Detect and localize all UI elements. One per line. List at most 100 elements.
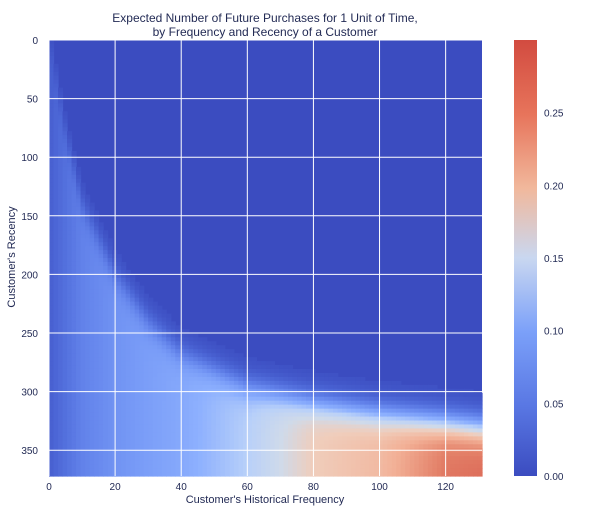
heatmap-cell <box>382 420 388 426</box>
heatmap-cell <box>292 436 298 441</box>
heatmap-cell <box>423 428 429 433</box>
heatmap-cell <box>251 357 258 362</box>
heatmap-cell <box>121 376 127 382</box>
heatmap-cell <box>224 472 231 477</box>
heatmap-cell <box>143 392 149 398</box>
heatmap-cell <box>130 321 136 326</box>
x-tick-label: 100 <box>371 482 388 493</box>
heatmap-cell <box>283 468 289 473</box>
heatmap-cell <box>436 420 443 426</box>
heatmap-cell <box>130 353 136 358</box>
heatmap-cell <box>441 468 447 473</box>
heatmap-cell <box>211 404 217 410</box>
heatmap-cell <box>333 452 339 457</box>
heatmap-cell <box>62 190 68 196</box>
heatmap-cell <box>238 361 244 366</box>
heatmap-cell <box>80 242 86 247</box>
heatmap-cell <box>283 444 289 449</box>
heatmap-cell <box>328 428 334 433</box>
heatmap-cell <box>274 388 280 394</box>
heatmap-cell <box>67 341 73 346</box>
heatmap-cell <box>256 428 262 433</box>
heatmap-cell <box>256 440 262 445</box>
heatmap-cell <box>49 404 55 410</box>
heatmap-cell <box>387 380 393 386</box>
heatmap-cell <box>193 345 199 350</box>
heatmap-cell <box>62 321 68 326</box>
heatmap-cell <box>242 400 249 406</box>
heatmap-cell <box>184 432 190 437</box>
heatmap-cell <box>76 242 82 247</box>
heatmap-cell <box>315 380 321 386</box>
heatmap-cell <box>215 353 221 358</box>
heatmap-cell <box>157 329 163 334</box>
heatmap-cell <box>166 456 172 461</box>
heatmap-cell <box>364 416 370 422</box>
heatmap-cell <box>387 468 393 473</box>
heatmap-cell <box>121 404 127 410</box>
heatmap-cell <box>283 380 289 386</box>
heatmap-cell <box>67 361 73 366</box>
heatmap-cell <box>49 230 55 235</box>
heatmap-cell <box>166 372 172 378</box>
heatmap-cell <box>130 325 136 330</box>
heatmap-cell <box>288 456 294 461</box>
heatmap-cell <box>436 412 443 418</box>
heatmap-cell <box>206 464 212 469</box>
heatmap-cell <box>427 384 433 390</box>
heatmap-cell <box>103 230 109 235</box>
heatmap-cell <box>382 456 388 461</box>
heatmap-cell <box>49 293 55 299</box>
heatmap-cell <box>414 440 420 445</box>
heatmap-cell <box>351 396 357 402</box>
heatmap-cell <box>179 353 185 358</box>
heatmap-cell <box>53 254 59 259</box>
heatmap-cell <box>125 329 131 334</box>
heatmap-cell <box>58 361 64 366</box>
heatmap-cell <box>139 412 145 418</box>
heatmap-cell <box>215 440 221 445</box>
heatmap-cell <box>121 396 127 402</box>
heatmap-cell <box>85 368 91 374</box>
heatmap-cell <box>328 384 334 390</box>
heatmap-cell <box>342 468 348 473</box>
heatmap-cell <box>148 309 154 315</box>
heatmap-cell <box>382 408 388 414</box>
heatmap-cell <box>274 436 280 441</box>
heatmap-cell <box>288 372 294 378</box>
heatmap-cell <box>427 440 433 445</box>
heatmap-cell <box>53 285 59 291</box>
heatmap-cell <box>116 273 122 279</box>
heatmap-cell <box>324 372 330 378</box>
heatmap-cell <box>333 460 339 465</box>
heatmap-cell <box>89 230 95 235</box>
heatmap-cell <box>441 400 447 406</box>
heatmap-cell <box>152 349 158 354</box>
heatmap-cell <box>67 162 73 168</box>
heatmap-cell <box>103 357 109 362</box>
heatmap-cell <box>184 392 190 398</box>
heatmap-cell <box>369 464 375 469</box>
heatmap-cell <box>134 376 140 382</box>
heatmap-cell <box>103 440 109 445</box>
heatmap-cell <box>369 452 375 457</box>
heatmap-cell <box>53 452 59 457</box>
heatmap-cell <box>179 376 185 382</box>
heatmap-cell <box>400 472 406 477</box>
y-tick-label: 200 <box>21 270 38 281</box>
heatmap-cell <box>94 404 100 410</box>
heatmap-cell <box>409 444 415 449</box>
heatmap-cell <box>89 376 95 382</box>
heatmap-cell <box>170 468 176 473</box>
heatmap-cell <box>85 198 91 204</box>
heatmap-cell <box>333 404 339 410</box>
heatmap-cell <box>206 384 212 390</box>
heatmap-cell <box>161 329 167 334</box>
heatmap-cell <box>49 424 55 430</box>
heatmap-cell <box>139 372 145 378</box>
heatmap-cell <box>152 345 158 350</box>
heatmap-cell <box>71 345 77 350</box>
heatmap-cell <box>148 452 154 457</box>
heatmap-cell <box>49 261 55 267</box>
heatmap-cell <box>166 365 172 370</box>
